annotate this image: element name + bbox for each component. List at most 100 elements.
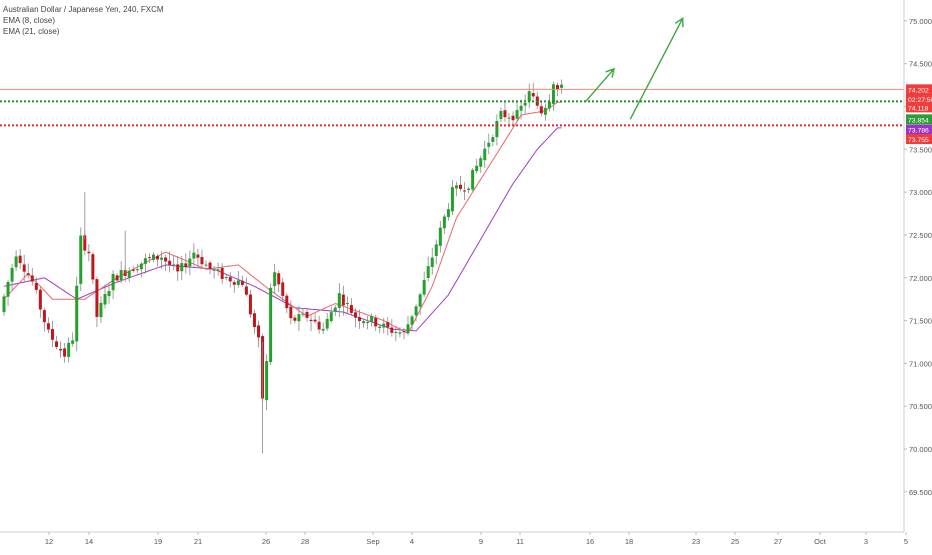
candle-up xyxy=(143,258,147,264)
candle-down xyxy=(293,317,297,321)
x-tick-label: 23 xyxy=(692,537,700,546)
y-tick-label: 74.500 xyxy=(909,60,932,69)
candle-up xyxy=(67,342,71,357)
candle-up xyxy=(160,257,164,260)
candle-down xyxy=(18,255,22,264)
candle-up xyxy=(79,235,83,284)
candle-down xyxy=(248,294,252,315)
candle-up xyxy=(329,312,333,322)
candle-down xyxy=(147,257,151,259)
candle-down xyxy=(390,327,394,333)
candle-up xyxy=(345,303,349,305)
projection-arrow-head xyxy=(674,16,684,28)
candle-up xyxy=(236,280,240,285)
candle-up xyxy=(434,244,438,256)
candle-up xyxy=(99,302,103,318)
x-tick-label: 21 xyxy=(194,537,202,546)
candle-down xyxy=(252,313,256,328)
candle-down xyxy=(46,323,50,330)
x-tick-label: Oct xyxy=(814,537,827,546)
projection-arrow-head xyxy=(605,67,615,78)
candle-down xyxy=(305,311,309,318)
legend-ema-fast: EMA (8, close) xyxy=(3,16,56,25)
candle-up xyxy=(139,263,143,270)
candle-down xyxy=(50,329,54,340)
candle-down xyxy=(228,277,232,282)
candle-down xyxy=(55,341,59,347)
candle-down xyxy=(281,282,285,296)
candle-down xyxy=(42,310,46,323)
candle-up xyxy=(430,257,434,267)
candle-up xyxy=(325,318,329,329)
candle-down xyxy=(289,306,293,319)
candle-down xyxy=(115,275,119,281)
candle-up xyxy=(269,287,273,363)
x-tick-label: 26 xyxy=(262,537,270,546)
x-tick-label: 14 xyxy=(85,537,93,546)
candle-up xyxy=(519,105,523,111)
candle-up xyxy=(265,361,269,401)
x-tick-label: 18 xyxy=(625,537,633,546)
projection-arrow-line xyxy=(585,68,615,102)
candle-down xyxy=(353,312,357,318)
candle-down xyxy=(34,282,38,290)
candle-up xyxy=(410,316,414,325)
candle-down xyxy=(317,321,321,330)
candle-up xyxy=(467,188,471,191)
price-tag-label: 73.854 xyxy=(908,117,929,124)
candle-up xyxy=(487,142,491,147)
candle-up xyxy=(426,266,430,278)
y-tick-label: 72.000 xyxy=(909,274,932,283)
candle-up xyxy=(527,91,531,102)
candle-up xyxy=(224,277,228,279)
candle-down xyxy=(26,273,30,276)
y-tick-label: 69.500 xyxy=(909,488,932,497)
candle-up xyxy=(495,120,499,138)
candle-up xyxy=(6,281,10,297)
candle-up xyxy=(382,323,386,328)
price-tag-label: 73.786 xyxy=(908,128,929,135)
candle-down xyxy=(83,235,87,251)
candle-up xyxy=(499,111,503,119)
y-tick-label: 71.500 xyxy=(909,317,932,326)
y-tick-label: 73.500 xyxy=(909,145,932,154)
candle-down xyxy=(91,254,95,280)
candle-up xyxy=(192,252,196,259)
x-tick-label: 27 xyxy=(774,537,782,546)
candle-down xyxy=(257,325,261,338)
x-tick-label: 4 xyxy=(410,537,414,546)
legend-symbol: Australian Dollar / Japanese Yen, 240, F… xyxy=(3,5,164,14)
candle-up xyxy=(188,258,192,267)
candle-up xyxy=(422,279,426,295)
candle-up xyxy=(414,306,418,316)
candle-down xyxy=(277,273,281,285)
candle-down xyxy=(156,255,160,260)
candle-down xyxy=(22,264,26,272)
candle-down xyxy=(176,264,180,272)
candle-up xyxy=(438,227,442,246)
candle-up xyxy=(301,313,305,315)
price-tag-label: 73.755 xyxy=(908,137,929,144)
price-tag xyxy=(906,102,932,113)
candle-up xyxy=(446,209,450,217)
candle-down xyxy=(38,289,42,310)
candle-down xyxy=(511,115,515,121)
candle-up xyxy=(479,158,483,167)
candle-up xyxy=(362,321,366,324)
candle-down xyxy=(200,257,204,265)
candle-down xyxy=(196,254,200,258)
candle-up xyxy=(14,256,18,268)
candle-down xyxy=(87,251,91,254)
candle-up xyxy=(454,185,458,189)
candle-up xyxy=(135,269,139,271)
candle-down xyxy=(285,295,289,309)
candle-up xyxy=(442,216,446,229)
projection-arrow-line xyxy=(629,17,684,120)
candle-up xyxy=(475,165,479,172)
legend-ema-slow: EMA (21, close) xyxy=(3,27,60,36)
y-tick-label: 71.000 xyxy=(909,359,932,368)
candle-up xyxy=(2,296,6,313)
candle-down xyxy=(168,260,172,265)
